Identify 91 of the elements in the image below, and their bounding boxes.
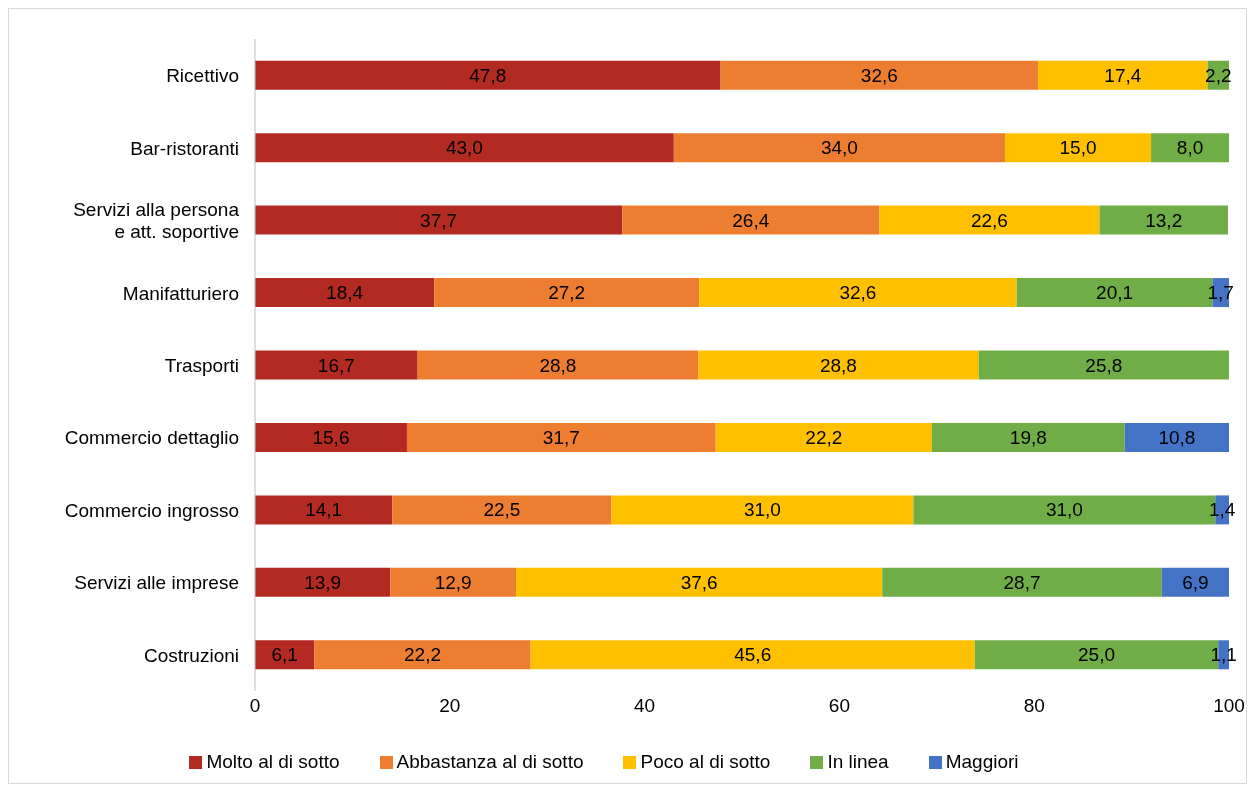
legend-label: In linea <box>826 751 889 773</box>
bar <box>1124 422 1229 452</box>
data-label: 37,6 <box>680 571 718 593</box>
x-tick-label: 100 <box>1213 695 1245 717</box>
bar <box>611 495 914 525</box>
bar <box>314 640 531 670</box>
bar <box>390 567 517 597</box>
y-tick-label: Servizi alle imprese <box>74 571 239 593</box>
bar <box>1161 567 1229 597</box>
data-label: 15,0 <box>1059 137 1097 159</box>
bar <box>255 422 407 452</box>
y-tick-label: Bar-ristoranti <box>130 137 239 159</box>
bar <box>931 422 1125 452</box>
bar <box>516 567 883 597</box>
x-tick-label: 0 <box>249 695 261 717</box>
bar <box>1038 60 1208 90</box>
bar <box>882 567 1162 597</box>
data-label: 14,1 <box>305 499 343 521</box>
data-label: 43,0 <box>445 137 483 159</box>
bar <box>255 205 623 235</box>
data-label: 27,2 <box>548 282 586 304</box>
x-tick-label: 40 <box>634 695 656 717</box>
bar <box>1004 133 1152 163</box>
data-label: 31,7 <box>542 426 580 448</box>
bar <box>417 350 699 380</box>
bar <box>720 60 1039 90</box>
y-tick-label: Commercio ingrosso <box>64 499 239 521</box>
data-label: 16,7 <box>317 354 355 376</box>
bar <box>699 278 1017 308</box>
bar <box>255 567 391 597</box>
legend-label: Molto al di sotto <box>205 751 340 773</box>
data-label: 22,5 <box>483 499 521 521</box>
y-tick-label: Manifatturiero <box>122 282 239 304</box>
data-label: 32,6 <box>839 282 877 304</box>
data-label: 15,6 <box>312 426 350 448</box>
data-label: 47,8 <box>469 64 507 86</box>
data-label: 19,8 <box>1009 426 1047 448</box>
bar <box>622 205 880 235</box>
data-label: 28,8 <box>539 354 577 376</box>
y-tick-label: Commercio dettaglio <box>64 426 239 448</box>
y-tick-label: Ricettivo <box>166 64 239 86</box>
bar <box>406 422 716 452</box>
data-label: 20,1 <box>1096 282 1134 304</box>
x-tick-label: 60 <box>828 695 850 717</box>
data-label: 28,8 <box>819 354 857 376</box>
bar <box>673 133 1005 163</box>
data-label: 10,8 <box>1158 426 1196 448</box>
bar <box>392 495 612 525</box>
bar <box>879 205 1100 235</box>
data-label: 22,2 <box>404 644 442 666</box>
data-label: 6,9 <box>1182 571 1209 593</box>
data-label: 34,0 <box>820 137 858 159</box>
bar <box>255 495 393 525</box>
data-label: 22,2 <box>805 426 843 448</box>
y-tick-label: Costruzioni <box>143 644 239 666</box>
bar <box>434 278 700 308</box>
data-label: 17,4 <box>1104 64 1142 86</box>
data-label: 8,0 <box>1176 137 1204 159</box>
data-label: 26,4 <box>732 209 770 231</box>
data-label: 31,0 <box>743 499 781 521</box>
bar <box>255 133 674 163</box>
data-label: 22,6 <box>970 209 1008 231</box>
bar <box>1099 205 1229 235</box>
bar <box>715 422 932 452</box>
legend-label: Poco al di sotto <box>639 751 771 773</box>
bar <box>698 350 979 380</box>
data-label: 12,9 <box>434 571 472 593</box>
bar <box>978 350 1229 380</box>
bar <box>255 278 435 308</box>
bar <box>1151 133 1229 163</box>
legend-label: Maggiori <box>944 751 1019 773</box>
data-label: 13,2 <box>1145 209 1183 231</box>
bar <box>530 640 975 670</box>
bar <box>255 60 721 90</box>
data-label: 45,6 <box>734 644 772 666</box>
x-tick-label: 20 <box>439 695 461 717</box>
data-label: 31,0 <box>1045 499 1083 521</box>
data-label: 32,6 <box>860 64 898 86</box>
data-label: 37,7 <box>420 209 458 231</box>
y-tick-label: Servizi alla persona e att. soportive <box>73 198 240 242</box>
data-label: 25,0 <box>1078 644 1116 666</box>
x-tick-label: 80 <box>1023 695 1045 717</box>
data-label: 6,1 <box>271 644 298 666</box>
data-label: 18,4 <box>326 282 364 304</box>
data-label: 1,1 <box>1210 644 1237 666</box>
data-label: 28,7 <box>1003 571 1041 593</box>
bar <box>255 350 418 380</box>
data-label: 25,8 <box>1085 354 1123 376</box>
legend-label: Abbastanza al di sotto <box>395 751 584 773</box>
y-tick-label: Trasporti <box>164 354 239 376</box>
data-label: 13,9 <box>304 571 342 593</box>
